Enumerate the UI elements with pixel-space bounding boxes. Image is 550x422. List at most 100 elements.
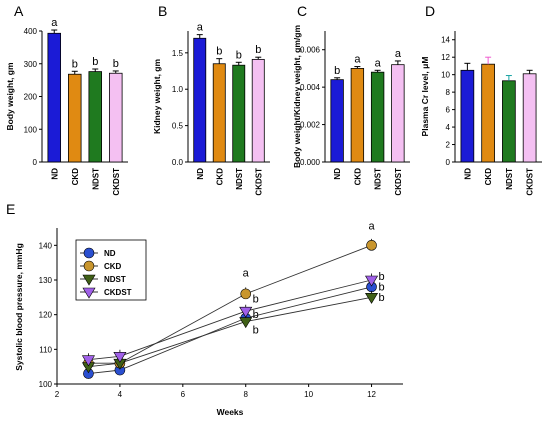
x-tick-label: 8 <box>244 390 249 399</box>
y-tick-label: 8 <box>446 88 451 97</box>
category-label: CKDST <box>112 168 121 196</box>
y-tick-label: 0.004 <box>300 83 321 92</box>
point-ckd <box>366 240 377 251</box>
significance-letter: b <box>236 49 242 61</box>
y-tick-label: 14 <box>441 36 450 45</box>
panel-letter: E <box>6 201 15 217</box>
significance-letter: a <box>375 57 382 69</box>
significance-letter: b <box>378 271 384 283</box>
y-tick-label: 120 <box>39 311 53 320</box>
significance-letter: b <box>253 325 259 337</box>
category-label: NDST <box>235 168 244 190</box>
series-line-ckd <box>88 244 372 364</box>
y-tick-label: 2 <box>446 141 451 150</box>
bar-ndst <box>88 71 103 163</box>
y-tick-label: 0 <box>446 158 451 167</box>
significance-letter: a <box>197 22 204 34</box>
y-tick-label: 4 <box>446 123 451 132</box>
significance-letter: b <box>378 281 384 293</box>
x-tick-label: 2 <box>55 390 60 399</box>
y-tick-label: 10 <box>441 71 450 80</box>
series-line-ndst <box>88 296 372 368</box>
point-ckdst <box>81 355 95 367</box>
y-tick-label: 100 <box>39 380 53 389</box>
y-tick-label: 100 <box>24 125 38 134</box>
bar-nd <box>330 79 344 163</box>
bar-ckd <box>350 68 365 163</box>
category-label: CKD <box>353 168 362 186</box>
category-label: NDST <box>505 168 514 190</box>
significance-letter: b <box>92 56 98 68</box>
panel-b: B 0.0 0.5 1.0 1.5 Kidney weight, gm a ND b CKD b ND… <box>152 3 270 196</box>
legend: ND CKD NDST CKDST <box>75 239 147 301</box>
point-ckdst <box>113 351 127 363</box>
bar-ckdst <box>391 64 405 163</box>
x-axis-title: Weeks <box>217 407 244 417</box>
significance-letter: b <box>334 65 340 77</box>
bar-ndst <box>232 64 246 163</box>
category-label: NDST <box>91 168 100 190</box>
x-tick-label: 12 <box>367 390 376 399</box>
y-axis-title: Kidney weight, gm <box>152 59 162 135</box>
significance-letter: b <box>253 309 259 321</box>
significance-letter: b <box>216 46 222 58</box>
panel-letter: A <box>14 3 24 19</box>
bar-ckdst <box>251 58 265 163</box>
panel-a: A 0 100 200 300 400 Body weight, gm a ND b CKD b NDS… <box>5 3 128 196</box>
y-tick-label: 400 <box>24 27 38 36</box>
category-label: ND <box>196 168 205 180</box>
bar-ckd <box>212 63 226 163</box>
legend-marker-nd <box>83 247 95 259</box>
bar-ckdst <box>522 73 537 163</box>
y-axis-title: Body weight/Kidney weight, gm/gm <box>292 25 302 169</box>
panel-d: D 0 2 4 6 8 10 12 14 Plasma Cr level, μM ND CKD NDST… <box>420 3 542 196</box>
bar-nd <box>47 32 62 163</box>
y-tick-label: 12 <box>441 53 450 62</box>
y-tick-label: 1.5 <box>172 49 184 58</box>
legend-marker-ckdst <box>82 287 96 299</box>
legend-label: CKD <box>104 262 122 271</box>
significance-letter: b <box>253 294 259 306</box>
category-label: CKD <box>484 168 493 186</box>
y-axis-title: Systolic blood pressure, mmHg <box>14 243 24 371</box>
category-label: NDST <box>374 168 383 190</box>
legend-label: NDST <box>104 275 126 284</box>
y-tick-label: 0.002 <box>300 121 321 130</box>
point-ndst <box>365 293 379 304</box>
y-tick-label: 6 <box>446 106 451 115</box>
category-label: CKD <box>215 168 224 186</box>
category-label: CKD <box>71 168 80 186</box>
panel-letter: B <box>158 3 167 19</box>
category-label: ND <box>333 168 342 180</box>
y-tick-label: 0.0 <box>172 158 184 167</box>
series-line-nd <box>88 286 372 375</box>
category-label: ND <box>463 168 472 180</box>
significance-letter: b <box>113 58 119 70</box>
legend-label: CKDST <box>104 288 132 297</box>
y-tick-label: 130 <box>39 276 53 285</box>
bar-nd <box>460 69 475 163</box>
y-axis-title: Body weight, gm <box>5 62 15 130</box>
y-tick-label: 0.5 <box>172 122 184 131</box>
y-tick-label: 0.000 <box>300 158 321 167</box>
y-axis-title: Plasma Cr level, μM <box>420 57 430 137</box>
x-tick-label: 4 <box>118 390 123 399</box>
bar-ndst <box>502 80 516 163</box>
category-label: ND <box>50 168 59 180</box>
panel-letter: D <box>425 3 435 19</box>
significance-letter: b <box>72 58 78 70</box>
bar-ckd <box>481 63 495 163</box>
significance-letter: a <box>51 17 58 29</box>
legend-marker-ckd <box>83 260 95 272</box>
y-tick-label: 110 <box>39 345 52 354</box>
y-tick-label: 1.0 <box>172 85 184 94</box>
panel-letter: C <box>297 3 307 19</box>
series-line-ckdst <box>88 279 372 361</box>
y-tick-label: 0 <box>33 158 38 167</box>
point-ckdst <box>365 275 379 287</box>
bar-nd <box>193 37 207 163</box>
bar-ndst <box>370 71 385 163</box>
x-tick-label: 6 <box>181 390 186 399</box>
